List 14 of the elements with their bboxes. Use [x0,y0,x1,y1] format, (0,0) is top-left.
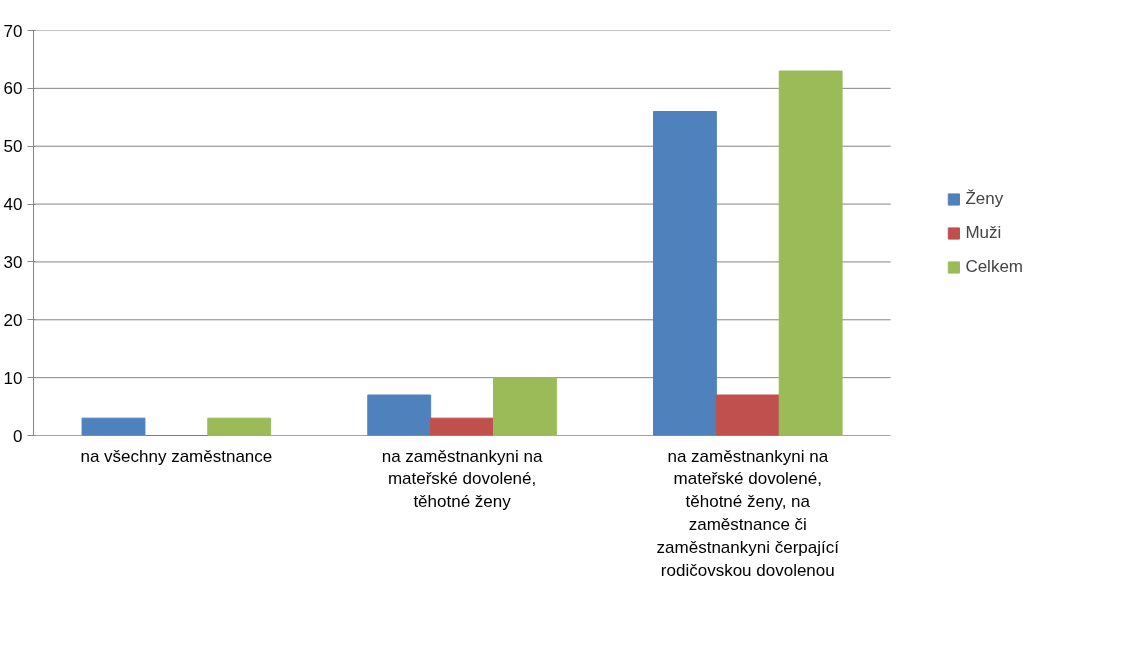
legend-label: Ženy [965,188,1004,209]
y-tick-label: 20 [3,310,23,330]
y-tick-label: 10 [3,368,23,388]
y-tick-label: 70 [3,21,23,41]
x-tick-label: na zaměstnankyni na mateřské dovolené, těhotné ženy, na zaměstnance či zaměstnankyni čerpající rodičovskou dovolenou [656,446,840,580]
x-tick-label: na všechny zaměstnance [80,446,273,466]
x-tick-label: na zaměstnankyni na mateřské dovolené, těhotné ženy [381,446,543,512]
legend-label: Celkem [965,256,1023,277]
y-tick-label: 30 [3,252,23,272]
y-tick-label: 40 [3,195,23,215]
y-tick-label: 0 [13,426,23,446]
legend-label: Muži [965,222,1002,243]
y-tick-label: 50 [3,137,23,157]
y-tick-label: 60 [3,79,23,99]
